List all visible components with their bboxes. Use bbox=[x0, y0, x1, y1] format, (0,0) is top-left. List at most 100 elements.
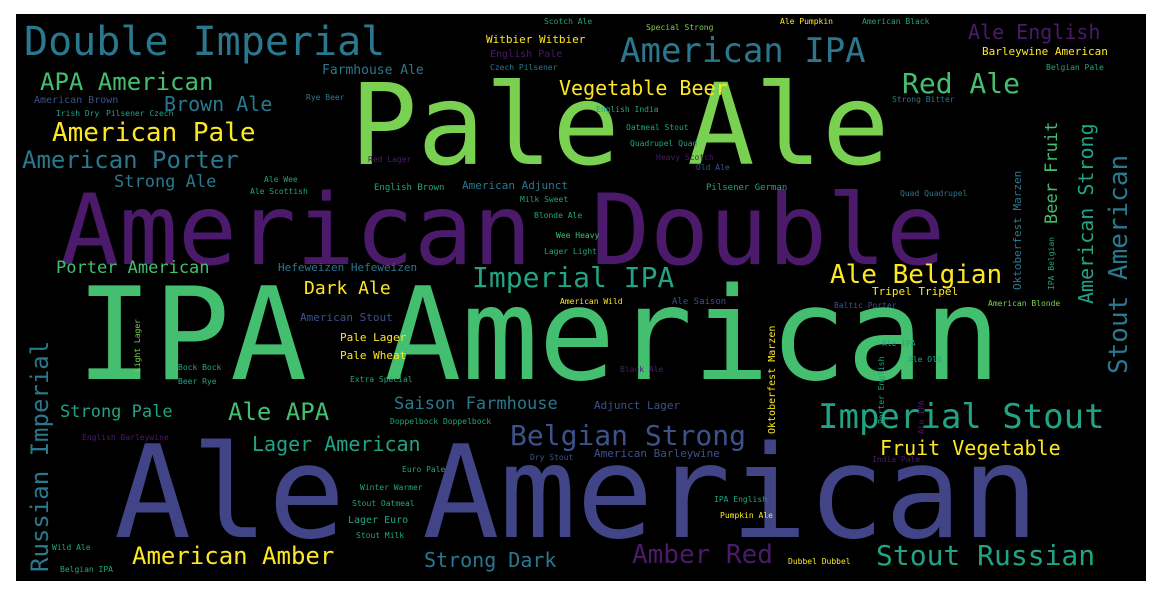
word: Vegetable Beer bbox=[559, 76, 728, 100]
word: Strong Bitter bbox=[892, 95, 955, 104]
word: Stout Oatmeal bbox=[352, 499, 415, 508]
word: English India bbox=[596, 105, 659, 114]
word: Wild Ale bbox=[52, 543, 91, 552]
word: Belgian Pale bbox=[1046, 63, 1104, 72]
word: Euro Pale bbox=[402, 465, 446, 474]
word-cloud: Pale Ale American Double IPA American Al… bbox=[16, 14, 1146, 581]
word: Strong Ale bbox=[114, 172, 217, 192]
word: American Adjunct bbox=[462, 179, 568, 192]
word: Ale English bbox=[968, 20, 1101, 44]
word: American Blonde bbox=[988, 299, 1061, 308]
word: Imperial IPA bbox=[472, 261, 675, 294]
word: Rye Beer bbox=[306, 93, 345, 102]
word: Oktoberfest Marzen bbox=[1011, 170, 1024, 290]
word: American Porter bbox=[22, 146, 239, 174]
word: Pale Lager bbox=[340, 331, 407, 344]
word: Ale IPA bbox=[882, 339, 916, 348]
word: Ale IPA bbox=[917, 400, 926, 434]
word: American Wild bbox=[560, 297, 623, 306]
word: Farmhouse Ale bbox=[322, 63, 424, 78]
word: Lager Light bbox=[544, 247, 597, 256]
word: American Strong bbox=[1074, 123, 1098, 304]
word: American Stout bbox=[300, 311, 393, 324]
word: Beer Fruit bbox=[1042, 121, 1062, 224]
word: Stout American bbox=[1104, 154, 1134, 374]
word: India Pale bbox=[872, 455, 921, 464]
word: Belgian Strong bbox=[510, 419, 747, 452]
word: Russian Imperial bbox=[26, 340, 54, 572]
word: Blonde Ale bbox=[534, 211, 583, 220]
word: Ale American bbox=[114, 419, 1039, 568]
word: Stout Russian bbox=[876, 539, 1096, 572]
word: Oktoberfest Marzen bbox=[767, 325, 778, 434]
word: American Pale bbox=[52, 118, 256, 148]
word: Belgian IPA bbox=[60, 565, 113, 574]
word: Irish Dry bbox=[56, 109, 100, 118]
word: Hefeweizen Hefeweizen bbox=[278, 261, 418, 274]
word: Fruit Vegetable bbox=[880, 436, 1061, 460]
word: Lager American bbox=[252, 432, 421, 456]
word: Ale Wee bbox=[264, 175, 298, 184]
word: Ale Old bbox=[908, 355, 942, 364]
word: English Barleywine bbox=[82, 433, 169, 442]
word: Dry Stout bbox=[530, 453, 574, 462]
word: Extra Special bbox=[350, 375, 413, 384]
word: IPA Belgian bbox=[1047, 237, 1056, 290]
word: Porter American bbox=[56, 258, 210, 278]
word: Adjunct Lager bbox=[594, 399, 681, 412]
word: American IPA bbox=[620, 31, 866, 71]
word: Ale Saison bbox=[672, 297, 727, 307]
word: Strong Dark bbox=[424, 548, 557, 572]
word: Ale Belgian bbox=[830, 260, 1003, 290]
word: Pale Ale bbox=[350, 61, 890, 191]
word: Light Lager bbox=[133, 319, 142, 372]
word: American Barleywine bbox=[594, 447, 720, 460]
word: Dubbel Dubbel bbox=[788, 557, 851, 566]
word: Doppelbock Doppelbock bbox=[390, 417, 492, 426]
word: Wee Heavy bbox=[556, 231, 600, 240]
word: Pilsener Czech bbox=[106, 109, 174, 118]
word: English Pale bbox=[490, 49, 563, 60]
word: Beer Rye bbox=[178, 377, 217, 386]
word: Amber Red bbox=[632, 540, 773, 570]
word: Saison Farmhouse bbox=[394, 394, 558, 414]
word: Red Ale bbox=[902, 67, 1021, 100]
word: Quad Quadrupel bbox=[900, 189, 968, 198]
word: Czech Pilsener bbox=[490, 63, 558, 72]
word: American Brown bbox=[34, 95, 119, 106]
word: Baltic Porter bbox=[834, 301, 897, 310]
word: Oatmeal Stout bbox=[626, 123, 689, 132]
word: Winter Warmer bbox=[360, 483, 423, 492]
word: Lager Euro bbox=[348, 515, 409, 526]
word: Dark Ale bbox=[304, 278, 391, 299]
word: English Brown bbox=[374, 183, 445, 193]
word: Imperial Stout bbox=[818, 397, 1105, 437]
word: Old Ale bbox=[696, 163, 730, 172]
word: Ale Pumpkin bbox=[780, 17, 833, 26]
word: Barleywine American bbox=[982, 45, 1108, 58]
word: Milk Sweet bbox=[520, 195, 569, 204]
word: Brown Ale bbox=[164, 92, 273, 116]
word: Pumpkin Ale bbox=[720, 511, 773, 520]
word: Pale Wheat bbox=[340, 349, 407, 362]
word: Stout Milk bbox=[356, 531, 405, 540]
word: Ale Scottish bbox=[250, 187, 308, 196]
word: Strong Pale bbox=[60, 402, 173, 422]
word: American Amber bbox=[132, 542, 335, 570]
word: American Double bbox=[60, 174, 946, 288]
word: Quadrupel Quad bbox=[630, 139, 698, 148]
word: Tripel Tripel bbox=[872, 285, 959, 298]
word: Special Strong bbox=[646, 23, 714, 32]
word: Witbier Witbier bbox=[486, 33, 586, 46]
word: Ale APA bbox=[228, 398, 330, 426]
word: Scotch Ale bbox=[544, 17, 593, 26]
word: Heavy Scotch bbox=[656, 153, 714, 162]
word: IPA American bbox=[76, 261, 1001, 410]
word: American Black bbox=[862, 17, 930, 26]
word: IPA English bbox=[714, 495, 767, 504]
word: Red Lager bbox=[368, 155, 412, 164]
word: Double Imperial bbox=[24, 19, 386, 65]
word: Bock Bock bbox=[178, 363, 222, 372]
word: APA American bbox=[40, 68, 214, 96]
word: Pilsener German bbox=[706, 183, 788, 193]
